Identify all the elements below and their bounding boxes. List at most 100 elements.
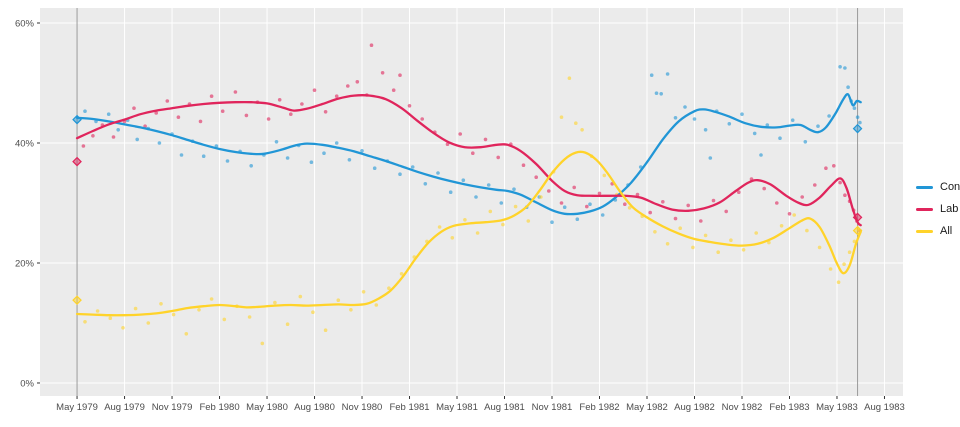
- data-point: [767, 240, 771, 245]
- data-point: [708, 156, 713, 160]
- data-point: [623, 202, 627, 206]
- data-point: [300, 102, 304, 106]
- x-tick-label: May 1980: [246, 402, 288, 413]
- data-point: [585, 204, 589, 209]
- data-point: [842, 262, 846, 267]
- data-point: [399, 272, 404, 276]
- data-point: [686, 203, 690, 208]
- data-point: [838, 65, 842, 69]
- data-point: [209, 94, 214, 98]
- data-point: [539, 195, 543, 199]
- data-point: [843, 193, 847, 197]
- data-point: [106, 112, 111, 116]
- data-point: [754, 231, 758, 235]
- data-point: [410, 165, 415, 169]
- data-point: [334, 141, 339, 145]
- data-point: [274, 140, 279, 144]
- data-point: [501, 222, 505, 227]
- data-point: [159, 302, 163, 306]
- y-tick-label: 40%: [15, 138, 35, 149]
- data-point: [312, 88, 317, 92]
- data-point: [711, 198, 716, 203]
- data-point: [374, 303, 379, 307]
- data-point: [391, 88, 396, 92]
- election-result-marker-all: [852, 225, 863, 236]
- election-result-marker-lab: [852, 212, 863, 223]
- data-point: [165, 99, 170, 103]
- data-point: [724, 209, 728, 214]
- x-tick-label: Nov 1980: [342, 402, 383, 413]
- data-point: [847, 250, 852, 254]
- data-point: [474, 195, 478, 199]
- data-point: [597, 191, 602, 196]
- data-point: [550, 220, 554, 224]
- data-point: [197, 308, 201, 312]
- legend-label-all: All: [940, 225, 953, 237]
- data-point: [355, 80, 360, 84]
- x-tick-label: Aug 1980: [294, 402, 335, 413]
- data-point: [423, 182, 428, 186]
- data-point: [813, 183, 817, 187]
- data-point: [836, 280, 841, 285]
- x-tick-label: Aug 1981: [484, 402, 525, 413]
- data-point: [398, 73, 402, 77]
- data-point: [244, 113, 249, 118]
- data-point: [828, 267, 833, 271]
- y-tick-label: 20%: [15, 258, 35, 269]
- data-point: [729, 238, 733, 242]
- data-point: [361, 290, 366, 294]
- x-tick-label: Aug 1979: [104, 402, 145, 413]
- data-point: [824, 166, 828, 170]
- y-axis: 0% 20% 40% 60%: [15, 18, 40, 389]
- data-point: [661, 200, 665, 204]
- data-point: [534, 175, 538, 179]
- data-point: [222, 317, 227, 322]
- data-point: [790, 118, 795, 122]
- data-point: [108, 316, 113, 321]
- data-point: [792, 213, 796, 217]
- x-tick-label: Feb 1982: [579, 402, 619, 413]
- data-point: [450, 236, 455, 240]
- data-point: [398, 172, 402, 176]
- data-point: [703, 233, 708, 238]
- data-point: [779, 224, 784, 228]
- data-point: [499, 201, 504, 205]
- data-point: [855, 115, 860, 119]
- data-point: [654, 91, 659, 95]
- legend-label-con: Con: [940, 181, 960, 193]
- x-tick-label: Nov 1979: [152, 402, 193, 413]
- data-point: [716, 250, 720, 254]
- data-point: [95, 309, 100, 313]
- legend-item-all: All: [916, 224, 960, 239]
- data-point: [360, 149, 364, 153]
- x-tick-label: Aug 1983: [864, 402, 905, 413]
- data-point: [691, 245, 695, 250]
- data-point: [346, 84, 350, 88]
- data-point: [81, 144, 86, 148]
- data-point: [838, 180, 842, 185]
- x-tick-label: May 1981: [436, 402, 478, 413]
- data-point: [247, 315, 252, 319]
- data-point: [132, 106, 136, 110]
- data-point: [683, 105, 687, 109]
- x-tick-label: Aug 1982: [674, 402, 715, 413]
- election-result-marker-con: [852, 123, 863, 134]
- data-point: [740, 112, 744, 116]
- smooth-line-con: [75, 93, 862, 216]
- data-point: [752, 131, 757, 136]
- data-point: [775, 201, 779, 205]
- data-point: [852, 106, 857, 110]
- data-point: [458, 132, 463, 136]
- data-point: [461, 178, 466, 182]
- data-point: [448, 190, 453, 194]
- data-point: [369, 43, 374, 47]
- smooth-line-lab: [75, 94, 862, 227]
- data-point: [309, 160, 314, 164]
- data-point: [496, 155, 501, 160]
- data-point: [673, 216, 678, 221]
- data-point: [602, 173, 607, 178]
- data-point: [692, 117, 697, 121]
- data-point: [567, 76, 572, 80]
